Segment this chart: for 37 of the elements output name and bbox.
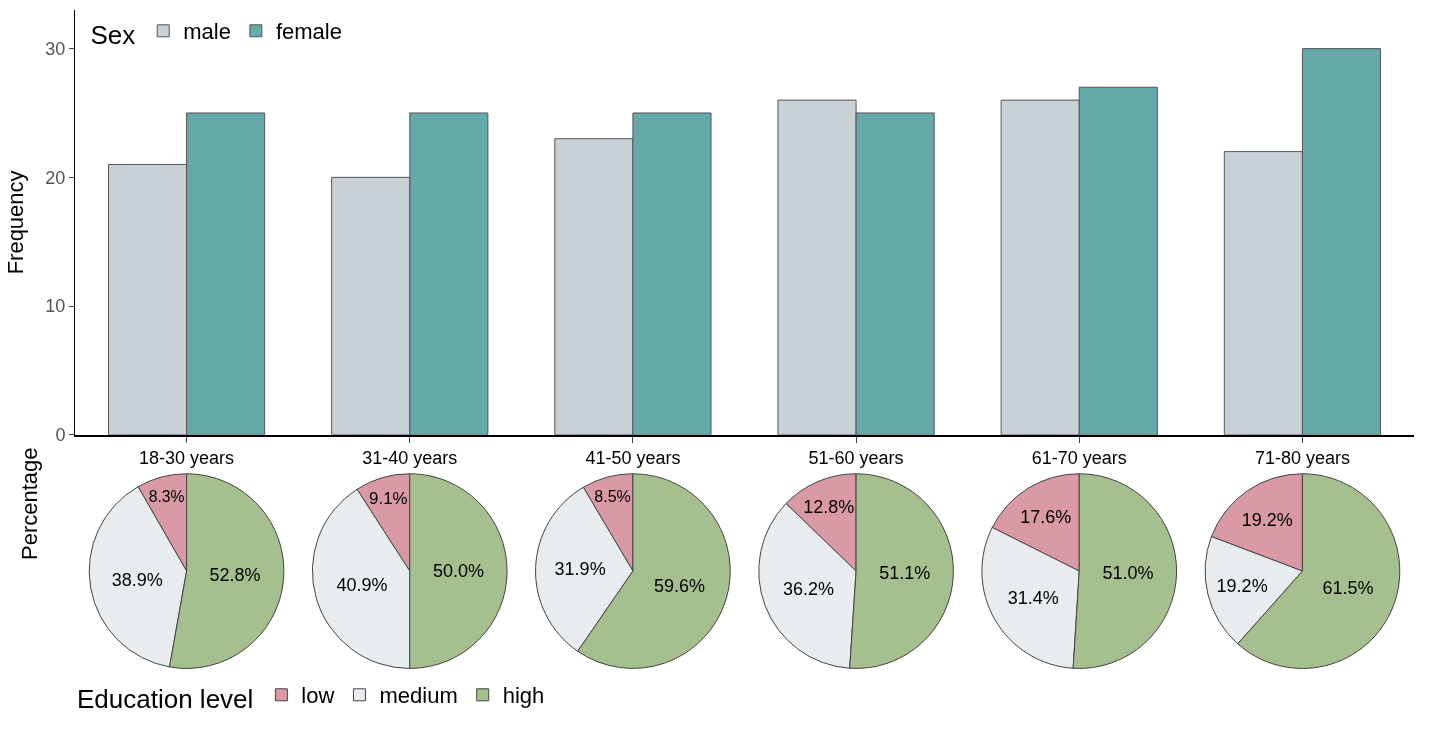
data-label: 19.2% xyxy=(1241,509,1293,530)
legend-label: low xyxy=(301,683,335,709)
data-label: 40.9% xyxy=(336,575,388,596)
data-label: 38.9% xyxy=(111,569,163,590)
y-tick-label: 20 xyxy=(45,167,66,188)
x-tick-label: 18-30 years xyxy=(139,448,235,469)
legend-label: male xyxy=(183,19,231,45)
legend-label: high xyxy=(502,683,545,709)
data-label: 31.4% xyxy=(1007,587,1059,608)
data-label: 52.8% xyxy=(209,565,261,586)
y-axis-title: Frequency xyxy=(3,170,29,275)
text: Percentage xyxy=(16,447,42,560)
x-tick-label: 41-50 years xyxy=(585,448,681,469)
x-tick-label: 61-70 years xyxy=(1031,448,1127,469)
legend-label: medium xyxy=(379,683,458,709)
x-tick-label: 71-80 years xyxy=(1254,448,1350,469)
data-label: 12.8% xyxy=(803,496,855,517)
data-label: 8.5% xyxy=(594,487,631,506)
x-tick-label: 51-60 years xyxy=(808,448,904,469)
data-label: 8.3% xyxy=(148,487,185,505)
data-label: 36.2% xyxy=(782,579,834,600)
y-tick-label: 10 xyxy=(45,296,66,317)
x-tick-label: 31-40 years xyxy=(362,448,458,469)
data-label: 31.9% xyxy=(554,559,606,580)
legend-title: Sex xyxy=(90,19,136,50)
legend-label: female xyxy=(275,19,342,45)
data-label: 19.2% xyxy=(1216,575,1268,596)
y-tick-label: 0 xyxy=(55,425,66,446)
data-label: 51.0% xyxy=(1102,562,1154,583)
data-label: 50.0% xyxy=(432,561,484,582)
data-label: 59.6% xyxy=(653,575,705,596)
data-label: 9.1% xyxy=(369,488,408,508)
data-label: 17.6% xyxy=(1020,506,1072,527)
y-tick-label: 30 xyxy=(45,38,66,59)
legend-title: Education level xyxy=(77,683,254,714)
data-label: 61.5% xyxy=(1322,578,1374,599)
data-label: 51.1% xyxy=(879,562,931,583)
